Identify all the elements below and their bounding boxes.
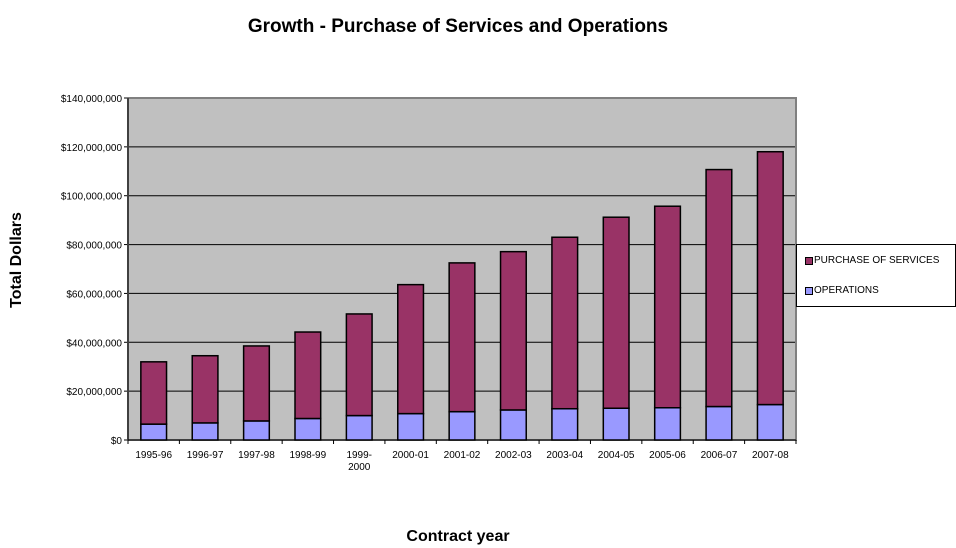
bar-purchase-of-services [551, 236, 579, 410]
x-tick-label: 1996-97 [187, 450, 224, 461]
legend-swatch-purchase-of-services [805, 256, 813, 265]
bar-operations [653, 407, 682, 441]
bar-purchase-of-services [499, 250, 527, 411]
bar-purchase-of-services [191, 354, 219, 424]
bar-operations [242, 420, 271, 441]
bar-purchase-of-services [140, 361, 168, 425]
legend-entry-purchase-of-services: PURCHASE OF SERVICES [805, 255, 939, 266]
bar-purchase-of-services [397, 283, 425, 415]
bar-purchase-of-services [653, 205, 682, 409]
y-tick-label: $0 [111, 436, 123, 447]
bar-purchase-of-services [242, 345, 271, 422]
x-axis-label: Contract year [406, 528, 510, 545]
bar-operations [191, 422, 219, 441]
x-tick-label: 2005-06 [649, 450, 686, 461]
legend-swatch-operations [805, 286, 813, 295]
x-tick-label: 1995-96 [135, 450, 172, 461]
y-tick-label: $120,000,000 [61, 143, 123, 154]
bar-purchase-of-services [756, 150, 784, 406]
bar-purchase-of-services [602, 216, 630, 409]
bar-purchase-of-services [294, 331, 322, 420]
y-tick-label: $20,000,000 [66, 387, 122, 398]
chart-title: Growth - Purchase of Services and Operat… [247, 16, 669, 37]
bar-operations [140, 423, 168, 441]
x-tick-label: 2003-04 [546, 450, 583, 461]
bar-operations [397, 412, 425, 441]
x-tick-label: 2000 [348, 462, 371, 473]
bar-purchase-of-services [705, 168, 733, 408]
x-tick-label: 1999- [346, 450, 372, 461]
legend: PURCHASE OF SERVICES OPERATIONS [796, 244, 956, 307]
bar-operations [499, 409, 527, 441]
bar-operations [756, 403, 784, 441]
bar-purchase-of-services [345, 313, 373, 417]
x-tick-label: 2002-03 [495, 450, 532, 461]
x-tick-label: 1997-98 [238, 450, 275, 461]
bar-operations [345, 414, 373, 441]
y-tick-label: $80,000,000 [66, 241, 122, 252]
y-tick-label: $100,000,000 [61, 192, 123, 203]
y-axis-label: Total Dollars [8, 212, 25, 308]
bar-operations [551, 407, 579, 441]
bar-operations [602, 407, 630, 441]
y-tick-label: $60,000,000 [66, 289, 122, 300]
x-tick-label: 2004-05 [598, 450, 635, 461]
y-tick-label: $140,000,000 [61, 94, 123, 105]
x-tick-label: 2006-07 [701, 450, 738, 461]
x-tick-label: 2001-02 [444, 450, 481, 461]
legend-label-purchase-of-services: PURCHASE OF SERVICES [814, 255, 940, 266]
legend-label-operations: OPERATIONS [814, 285, 879, 296]
x-tick-label: 2007-08 [752, 450, 789, 461]
bar-operations [448, 410, 476, 441]
legend-entry-operations: OPERATIONS [805, 285, 879, 296]
bar-operations [705, 405, 733, 441]
x-tick-label: 1998-99 [289, 450, 326, 461]
bar-purchase-of-services [448, 262, 476, 413]
y-tick-label: $40,000,000 [66, 338, 122, 349]
bar-operations [294, 417, 322, 441]
x-tick-label: 2000-01 [392, 450, 429, 461]
